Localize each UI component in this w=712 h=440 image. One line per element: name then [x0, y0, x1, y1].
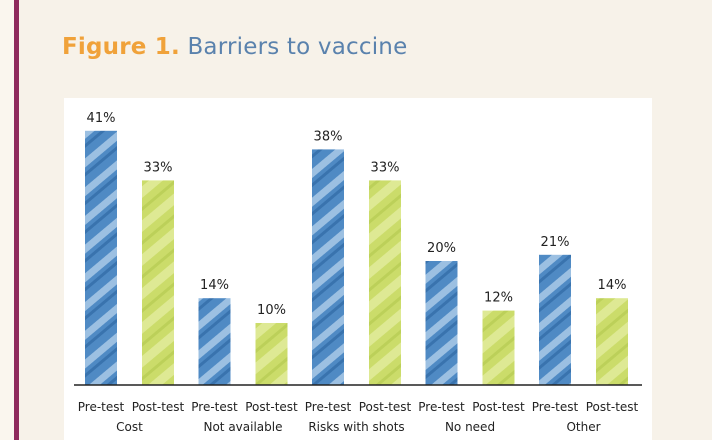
tick-label-series: Pre-test [418, 400, 465, 414]
data-label: 10% [257, 303, 286, 318]
tick-label-series: Post-test [245, 400, 298, 414]
accent-rule [14, 0, 19, 440]
tick-label-category: Other [566, 420, 600, 434]
data-label: 33% [371, 160, 400, 175]
data-label: 20% [427, 241, 456, 256]
tick-label-category: No need [445, 420, 495, 434]
bar-post-4 [596, 298, 628, 385]
data-label: 14% [200, 278, 229, 293]
bar-post-1 [255, 323, 288, 385]
tick-label-category: Risks with shots [308, 420, 404, 434]
bar-post-2 [369, 180, 401, 385]
tick-label-series: Post-test [359, 400, 412, 414]
data-label: 41% [87, 111, 116, 126]
bar-pre-1 [198, 298, 231, 385]
tick-label-series: Post-test [586, 400, 639, 414]
tick-label-category: Cost [116, 420, 143, 434]
data-label: 12% [484, 291, 513, 306]
tick-label-category: Not available [203, 420, 282, 434]
data-label: 14% [598, 278, 627, 293]
tick-label-series: Pre-test [305, 400, 352, 414]
bar-pre-3 [425, 261, 458, 385]
tick-label-series: Post-test [472, 400, 525, 414]
tick-label-series: Post-test [132, 400, 185, 414]
figure-title: Figure 1. Barriers to vaccine [62, 34, 407, 60]
tick-label-series: Pre-test [532, 400, 579, 414]
data-label: 38% [314, 129, 343, 144]
bar-pre-2 [312, 149, 344, 385]
figure-title-text: Barriers to vaccine [187, 34, 408, 60]
figure-label: Figure 1. [62, 34, 180, 60]
bar-pre-0 [85, 130, 117, 385]
bar-pre-4 [539, 254, 571, 385]
tick-label-series: Pre-test [191, 400, 238, 414]
data-label: 21% [541, 235, 570, 250]
tick-label-series: Pre-test [78, 400, 125, 414]
data-label: 33% [144, 160, 173, 175]
bar-post-0 [142, 180, 174, 385]
bar-post-3 [482, 310, 515, 385]
